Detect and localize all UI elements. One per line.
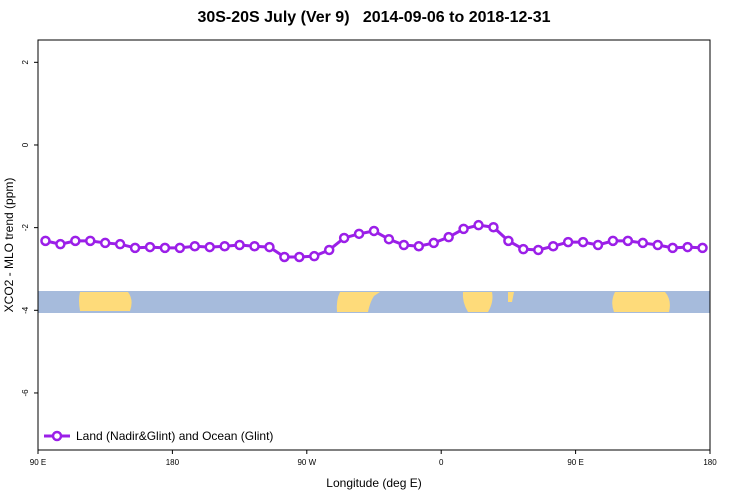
data-point [473,219,484,231]
data-point [114,238,126,250]
y-tick-label: 0 [21,142,30,147]
data-point [234,239,245,251]
data-point [174,242,186,254]
x-tick-label: 180 [166,458,180,467]
data-point [279,251,290,263]
x-axis-label: Longitude (deg E) [326,476,421,490]
data-point [667,242,678,254]
data-point [264,241,275,253]
data-point [353,228,365,240]
data-point [682,241,693,253]
data-point [547,240,559,252]
data-point [70,235,81,247]
data-point [323,244,335,256]
data-point [219,240,230,252]
data-point [562,236,574,248]
y-axis-label: XCO2 - MLO trend (ppm) [2,178,16,313]
data-point [309,250,320,262]
data-point [518,243,529,255]
data-point [99,237,111,249]
data-point [592,239,604,251]
data-point [159,242,171,254]
data-point [294,251,305,263]
data-point [368,225,380,237]
data-point [204,241,215,253]
data-point [533,244,544,256]
data-point [144,241,156,253]
data-point [249,240,260,252]
plot-frame [37,39,711,451]
data-point [458,223,469,235]
land-ocean-strip [38,291,710,313]
data-point [488,221,499,233]
data-point [443,231,454,243]
data-point [398,239,410,251]
data-point [503,235,514,247]
y-tick-label: -2 [21,224,30,232]
chart-title: 30S-20S July (Ver 9) 2014-09-06 to 2018-… [197,9,550,26]
data-point [129,242,141,254]
data-point [577,236,589,248]
data-point [55,238,66,250]
x-tick-label: 0 [439,458,444,467]
x-tick-label: 90 W [297,458,316,467]
data-point [622,235,634,247]
data-point [383,233,395,245]
data-point [637,237,649,249]
data-point [40,235,51,247]
x-tick-label: 90 E [567,458,583,467]
legend-label: Land (Nadir&Glint) and Ocean (Glint) [76,429,273,443]
y-tick-label: 2 [21,60,30,65]
x-tick-label: 90 E [30,458,46,467]
data-point [697,242,708,254]
legend-marker [51,430,63,442]
data-point [338,232,350,244]
x-tick-label: 180 [703,458,717,467]
y-tick-label: -6 [21,389,30,397]
data-point [607,235,619,247]
data-point [652,239,663,251]
data-point [189,240,201,252]
data-point [428,237,439,249]
data-point [85,235,96,247]
y-tick-label: -4 [21,306,30,314]
data-point [413,240,425,252]
